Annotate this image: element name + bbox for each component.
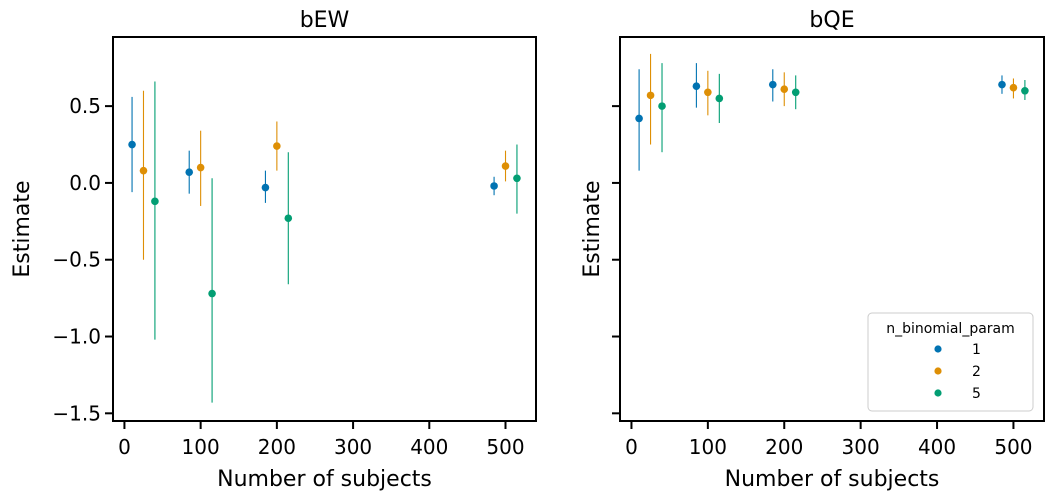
panel-bew: 0 100 200 300 400 500 −1.5 −1.0 −0.5 0.0 0.5 bEW Num… [10,8,537,492]
x-tick-label: 300 [842,435,880,459]
legend: n_binomial_param 1 2 5 [867,312,1034,412]
x-tick-label: 100 [689,435,727,459]
legend-entry-label: 2 [972,364,981,380]
legend-marker [934,345,942,353]
data-point [715,94,724,103]
x-tick-label: 300 [334,435,372,459]
legend-marker [934,367,942,375]
x-tick-label: 400 [918,435,956,459]
data-point [501,162,510,170]
data-point [151,197,159,206]
data-point [284,214,293,223]
panel-bqe: 0 100 200 300 400 500 bQE Number of subjects Est… [580,8,1045,492]
x-tick-label: 500 [994,435,1032,459]
y-tick-label: −0.5 [52,248,101,272]
data-point [692,82,701,90]
data-point [196,163,205,172]
y-tick-label: −1.0 [52,325,101,349]
data-point [185,168,194,176]
legend-entry-label: 5 [972,386,981,402]
data-point [490,182,498,190]
x-tick-label: 200 [765,435,803,459]
x-axis-label: Number of subjects [725,467,940,492]
plot-frame [619,36,1045,422]
data-point [139,166,148,175]
x-axis-label: Number of subjects [217,467,432,492]
data-point [768,80,777,89]
x-tick-label: 200 [258,435,296,459]
y-axis-label: Estimate [10,180,35,277]
data-point [704,88,712,97]
x-tick-label: 400 [410,435,448,459]
data-point [791,88,800,97]
y-axis-label: Estimate [580,180,605,277]
data-point [998,80,1006,89]
data-point [646,91,655,100]
legend-marker [934,389,942,397]
x-tick-label: 100 [182,435,220,459]
y-tick-label: 0.0 [69,171,101,195]
data-point [261,183,270,192]
chart-title: bQE [809,8,854,33]
data-point [658,102,666,110]
x-tick-label: 0 [625,435,638,459]
x-tick-label: 0 [118,435,131,459]
data-point [128,140,136,149]
plot-frame [112,36,537,422]
data-point [780,85,789,94]
data-point [513,174,521,183]
x-tick-label: 500 [486,435,524,459]
y-tick-label: 0.5 [69,94,101,118]
data-point [635,114,643,123]
y-tick-label: −1.5 [52,401,101,425]
legend-entry-label: 1 [972,342,981,358]
data-point [1009,83,1018,92]
legend-box [867,312,1034,412]
data-point [273,142,281,150]
data-point [208,289,216,298]
data-point [1021,86,1029,95]
chart-title: bEW [300,8,350,33]
legend-title: n_binomial_param [886,321,1015,337]
